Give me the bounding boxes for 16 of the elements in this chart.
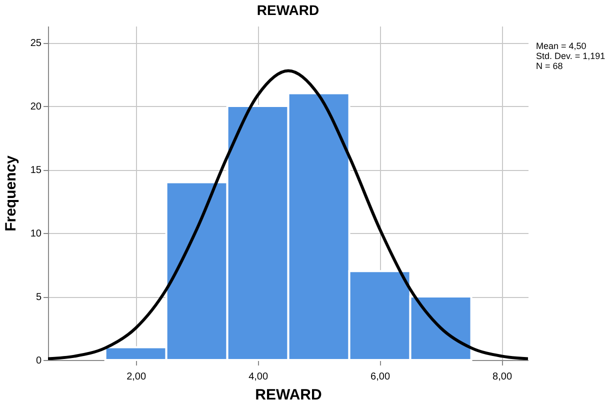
y-axis-title: Frequency (2, 154, 20, 232)
y-tick-label: 15 (30, 165, 42, 176)
x-tick-label: 6,00 (370, 372, 390, 382)
x-tick-label: 4,00 (248, 372, 268, 382)
y-tick-label: 20 (30, 102, 42, 113)
text: N = 68 (536, 61, 563, 71)
y-tick-label: 5 (36, 292, 42, 303)
x-tick-label: 8,00 (492, 372, 512, 382)
chart-title: REWARD (256, 2, 320, 18)
text: Mean = 4,50 (536, 41, 586, 51)
x-tick-label: 2,00 (126, 372, 146, 382)
text: Std. Dev. = 1,191 (536, 51, 605, 61)
x-axis-title: REWARD (255, 386, 322, 404)
y-tick-label: 25 (30, 38, 42, 50)
y-tick-label: 0 (36, 356, 42, 366)
y-tick-label: 10 (30, 228, 42, 240)
